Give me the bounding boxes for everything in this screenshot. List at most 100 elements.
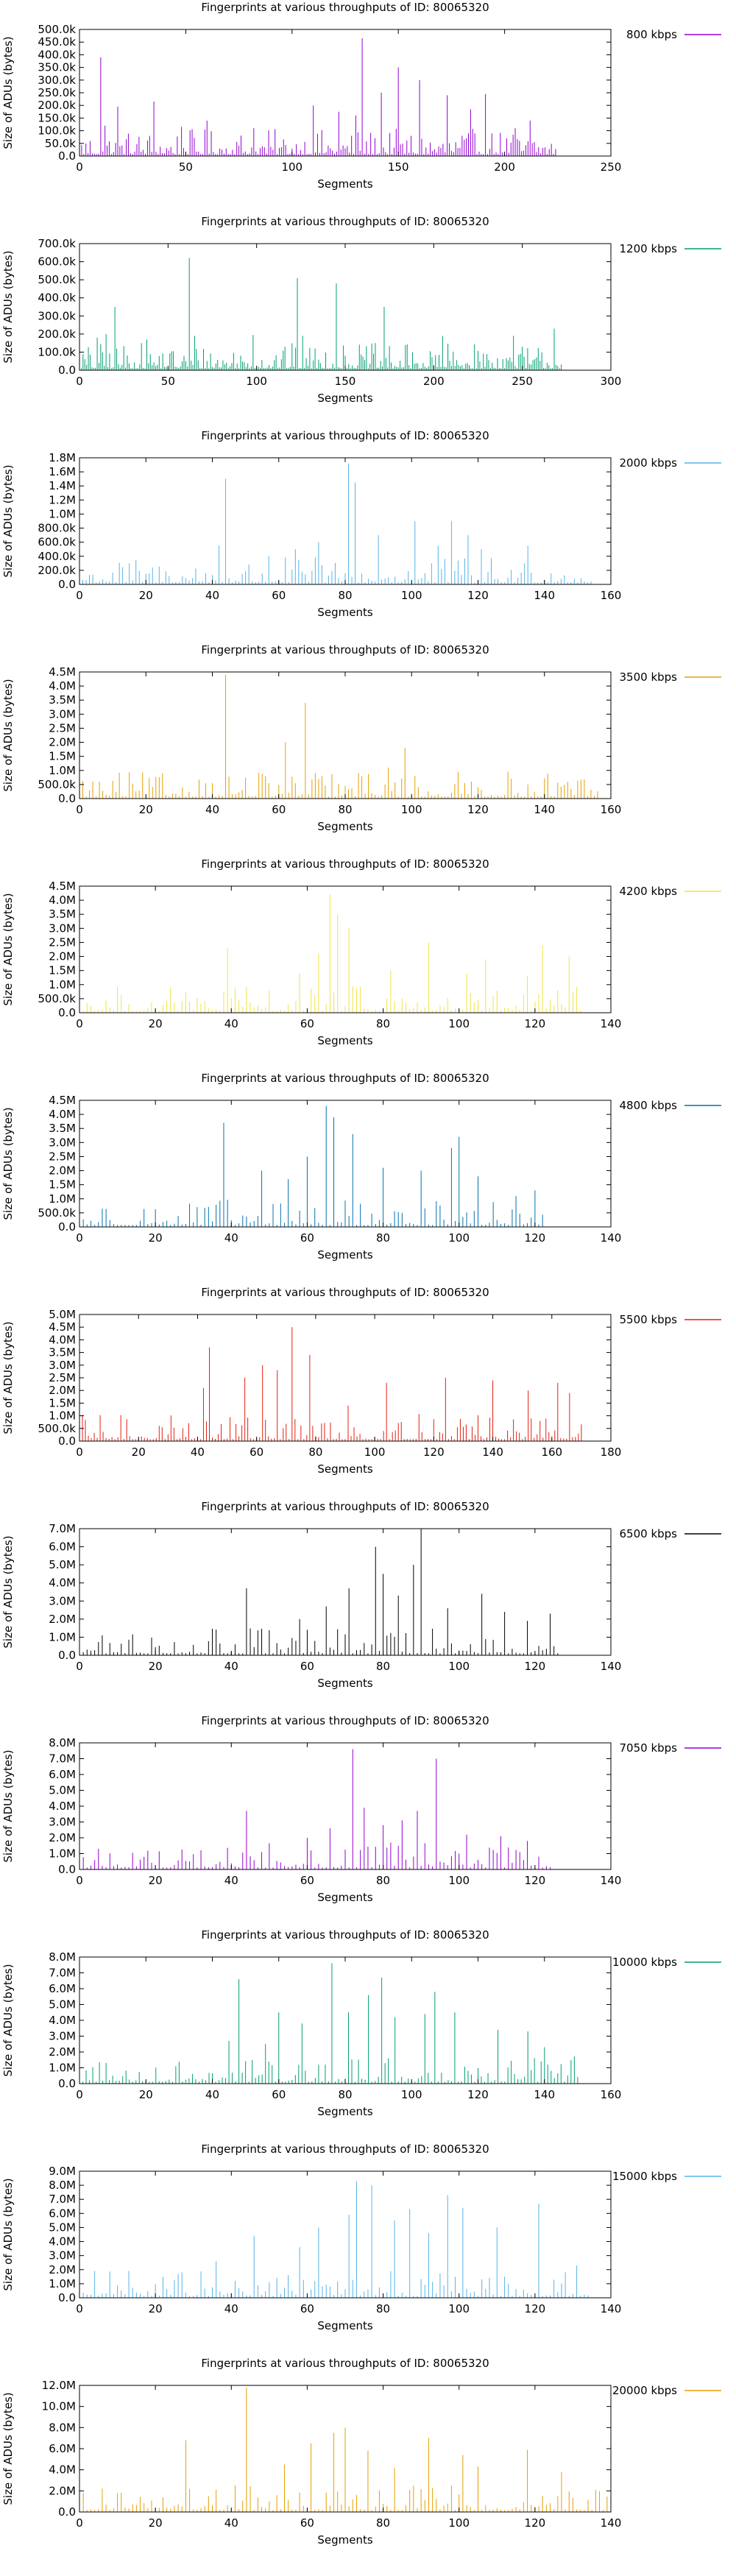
y-tick-label: 3.0M <box>49 921 76 935</box>
y-tick-label: 1.5M <box>49 1178 76 1192</box>
y-tick-label: 4.0M <box>49 2235 76 2248</box>
y-tick-label: 7.0M <box>49 2193 76 2206</box>
x-tick-label: 120 <box>525 1017 546 1030</box>
y-tick-label: 1.2M <box>49 493 76 506</box>
legend-label: 2000 kbps <box>620 456 678 470</box>
x-tick-label: 0 <box>76 589 83 602</box>
y-tick-label: 500.0k <box>38 1422 76 1435</box>
y-tick-label: 3.5M <box>49 907 76 921</box>
y-tick-label: 0.0 <box>58 1863 76 1876</box>
y-tick-label: 3.5M <box>49 1122 76 1135</box>
y-tick-label: 2.0M <box>49 736 76 749</box>
legend-label: 1200 kbps <box>620 242 678 255</box>
x-tick-label: 100 <box>401 803 422 816</box>
y-tick-label: 500.0k <box>38 273 76 286</box>
bars <box>82 1749 551 1869</box>
y-tick-label: 12.0M <box>42 2379 76 2392</box>
y-tick-label: 400.0k <box>38 291 76 305</box>
x-tick-label: 0 <box>76 2302 83 2315</box>
y-tick-label: 7.0M <box>49 1522 76 1535</box>
chart-title: Fingerprints at various throughputs of I… <box>201 1286 489 1299</box>
x-tick-label: 120 <box>525 2516 546 2530</box>
bars <box>82 1327 582 1441</box>
x-tick-label: 20 <box>149 2302 163 2315</box>
x-tick-label: 120 <box>467 803 489 816</box>
x-tick-label: 120 <box>525 1231 546 1245</box>
y-tick-label: 4.0M <box>49 1800 76 1813</box>
x-tick-label: 40 <box>224 1660 238 1673</box>
y-tick-label: 200.0k <box>38 99 76 112</box>
y-tick-label: 7.0M <box>49 1967 76 1980</box>
bars <box>82 2387 612 2512</box>
y-tick-label: 100.0k <box>38 124 76 138</box>
y-axis-label: Size of ADUs (bytes) <box>1 1535 15 1648</box>
y-tick-label: 4.5M <box>49 1094 76 1107</box>
y-tick-label: 150.0k <box>38 111 76 124</box>
x-tick-label: 140 <box>601 2516 622 2530</box>
bars <box>82 2181 589 2298</box>
chart-title: Fingerprints at various throughputs of I… <box>201 857 489 871</box>
y-tick-label: 6.0M <box>49 2442 76 2455</box>
y-axis-label: Size of ADUs (bytes) <box>1 2392 15 2505</box>
y-axis-label: Size of ADUs (bytes) <box>1 1107 15 1220</box>
y-tick-label: 0.0 <box>58 1006 76 1019</box>
y-tick-label: 0.0 <box>58 1649 76 1662</box>
x-tick-label: 20 <box>149 1231 163 1245</box>
x-tick-label: 0 <box>76 2088 83 2101</box>
y-axis-label: Size of ADUs (bytes) <box>1 464 15 577</box>
x-tick-label: 0 <box>76 1660 83 1673</box>
y-tick-label: 50.0k <box>45 137 76 150</box>
x-tick-label: 40 <box>224 2302 238 2315</box>
y-tick-label: 300.0k <box>38 309 76 322</box>
legend-label: 800 kbps <box>626 28 677 41</box>
y-tick-label: 4.0M <box>49 2463 76 2477</box>
x-tick-label: 40 <box>224 2516 238 2530</box>
x-tick-label: 160 <box>601 589 622 602</box>
bars <box>82 674 598 799</box>
y-axis-label: Size of ADUs (bytes) <box>1 36 15 149</box>
y-tick-label: 10.0M <box>42 2400 76 2413</box>
y-tick-label: 4.5M <box>49 880 76 893</box>
y-tick-label: 2.5M <box>49 721 76 735</box>
y-tick-label: 200.0k <box>38 328 76 341</box>
x-tick-label: 140 <box>601 1660 622 1673</box>
y-tick-label: 3.0M <box>49 2030 76 2043</box>
x-tick-label: 0 <box>76 1017 83 1030</box>
y-axis-label: Size of ADUs (bytes) <box>1 1964 15 2076</box>
chart-title: Fingerprints at various throughputs of I… <box>201 2357 489 2370</box>
plot-frame <box>79 2170 612 2299</box>
x-axis-label: Segments <box>317 1677 373 1690</box>
legend-label: 3500 kbps <box>620 670 678 684</box>
y-tick-label: 8.0M <box>49 1950 76 1964</box>
chart-panel-11: Fingerprints at various throughputs of I… <box>1 2357 721 2547</box>
y-tick-label: 300.0k <box>38 74 76 87</box>
y-tick-label: 800.0k <box>38 522 76 535</box>
x-tick-label: 140 <box>601 1017 622 1030</box>
x-tick-label: 80 <box>376 2516 390 2530</box>
y-tick-label: 3.0M <box>49 1594 76 1607</box>
x-tick-label: 20 <box>149 2516 163 2530</box>
y-tick-label: 3.0M <box>49 1136 76 1149</box>
y-tick-label: 500.0k <box>38 992 76 1005</box>
x-axis-label: Segments <box>317 2105 373 2118</box>
y-tick-label: 5.0M <box>49 1784 76 1797</box>
y-tick-label: 500.0k <box>38 23 76 36</box>
x-tick-label: 80 <box>308 1446 322 1459</box>
y-tick-label: 0.0 <box>58 2077 76 2090</box>
y-axis-label: Size of ADUs (bytes) <box>1 2178 15 2290</box>
x-tick-label: 120 <box>525 1660 546 1673</box>
x-tick-label: 120 <box>467 2088 489 2101</box>
plot-frame <box>79 1528 612 1656</box>
x-tick-label: 20 <box>149 1874 163 1887</box>
x-tick-label: 100 <box>448 1017 470 1030</box>
y-axis-label: Size of ADUs (bytes) <box>1 1321 15 1434</box>
plot-frame <box>79 1956 612 2084</box>
x-tick-label: 80 <box>338 803 352 816</box>
y-tick-label: 7.0M <box>49 1752 76 1766</box>
y-tick-label: 2.0M <box>49 1831 76 1844</box>
x-tick-label: 0 <box>76 1446 83 1459</box>
y-tick-label: 1.0M <box>49 2277 76 2290</box>
x-tick-label: 80 <box>376 1017 390 1030</box>
x-tick-label: 100 <box>246 375 267 388</box>
